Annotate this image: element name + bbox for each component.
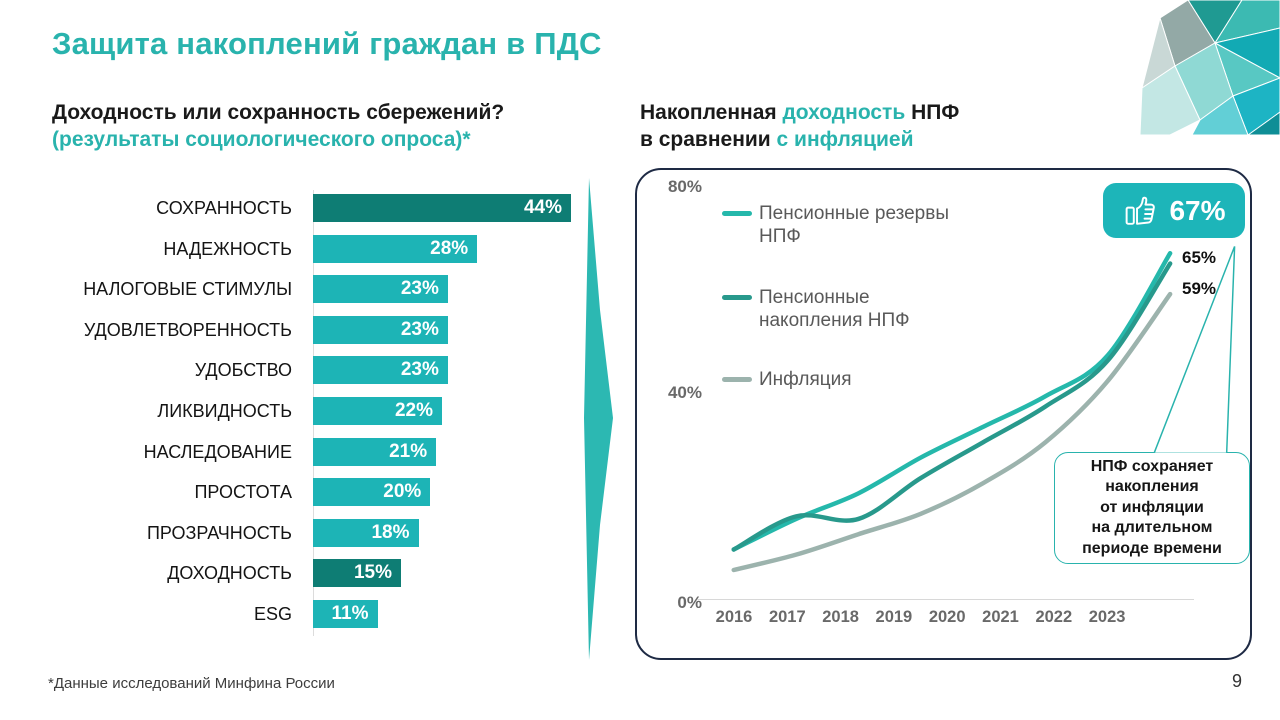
- line-chart-heading-line2: в сравнении с инфляцией: [640, 126, 959, 153]
- legend-item: Пенсионные резервы НПФ: [722, 202, 954, 248]
- line-chart-heading-line1: Накопленная доходность НПФ: [640, 99, 959, 126]
- bar-category-label: НАЛОГОВЫЕ СТИМУЛЫ: [83, 279, 292, 300]
- survey-heading-line2: (результаты социологического опроса)*: [52, 128, 471, 151]
- bar: 22%: [313, 396, 442, 425]
- bar-value-label: 22%: [394, 399, 433, 421]
- bar-row: НАЛОГОВЫЕ СТИМУЛЫ 23%: [52, 275, 612, 304]
- callout-line: периоде времени: [1082, 539, 1222, 557]
- bar-category-label: ПРОЗРАЧНОСТЬ: [146, 522, 292, 543]
- bar-category-label: СОХРАННОСТЬ: [156, 198, 292, 218]
- bar-row: ПРОСТОТА 20%: [52, 478, 612, 507]
- bar-value-label: 23%: [400, 278, 439, 300]
- bar-row: ДОХОДНОСТЬ 15%: [52, 559, 612, 588]
- line-chart-panel: 67% НПФ сохраняет накопления от инфляции на…: [635, 168, 1252, 660]
- bar: 18%: [313, 518, 419, 547]
- bar-row: УДОБСТВО 23%: [52, 356, 612, 385]
- bar-row: ESG 11%: [52, 599, 612, 628]
- bar-category-label: УДОВЛЕТВОРЕННОСТЬ: [83, 319, 292, 340]
- bar-category-label: ПРОСТОТА: [194, 482, 292, 503]
- bar-value-label: 18%: [371, 521, 410, 543]
- bar-row: УДОВЛЕТВОРЕННОСТЬ 23%: [52, 315, 612, 344]
- bar-category-label: ESG: [253, 603, 292, 624]
- bar-row: НАСЛЕДОВАНИЕ 21%: [52, 437, 612, 466]
- x-axis-label: 2023: [1088, 608, 1126, 626]
- bar: 23%: [313, 356, 448, 385]
- callout-line: на длительном: [1091, 519, 1213, 537]
- bar-value-label: 23%: [400, 359, 439, 381]
- survey-heading: Доходность или сохранность сбережений? (…: [52, 99, 504, 153]
- bar-row: ЛИКВИДНОСТЬ 22%: [52, 396, 612, 425]
- callout-line: от инфляции: [1100, 498, 1204, 516]
- callout-bubble: НПФ сохраняет накопления от инфляции на дли…: [1054, 452, 1250, 564]
- footnote: *Данные исследований Минфина России: [48, 675, 335, 692]
- bar-row: СОХРАННОСТЬ 44%: [52, 194, 612, 222]
- bar-value-label: 21%: [389, 440, 428, 462]
- bar-category-label: УДОБСТВО: [194, 360, 292, 381]
- legend-item: Пенсионные накопления НПФ: [722, 286, 954, 332]
- x-axis-label: 2021: [982, 608, 1019, 626]
- y-axis-label: 40%: [667, 383, 702, 402]
- survey-bar-chart: СОХРАННОСТЬ 44% НАДЕЖНОСТЬ 28% НАЛОГОВЫЕ СТИ…: [52, 194, 612, 641]
- callout-line: накопления: [1105, 478, 1199, 496]
- line-chart-heading: Накопленная доходность НПФ в сравнении с …: [640, 99, 959, 153]
- x-axis-label: 2022: [1035, 608, 1073, 626]
- bar-row: НАДЕЖНОСТЬ 28%: [52, 234, 612, 263]
- thumbs-up-icon: [1126, 196, 1156, 225]
- heading-text: Накопленная: [640, 101, 783, 124]
- legend-swatch: [722, 377, 752, 382]
- bar-value-label: 20%: [383, 481, 422, 503]
- axis-zero-line: [697, 599, 1194, 600]
- x-axis-label: 2018: [822, 608, 859, 626]
- bar-value-label: 44%: [523, 197, 562, 218]
- series-end-label: 59%: [1182, 279, 1217, 299]
- highlight-badge: 67%: [1103, 183, 1245, 238]
- bar: 20%: [313, 478, 431, 507]
- bar-value-label: 15%: [353, 562, 392, 584]
- heading-text: в сравнении: [640, 128, 777, 151]
- legend-item: Инфляция: [722, 368, 954, 391]
- callout-line: НПФ сохраняет: [1090, 457, 1214, 475]
- legend-label: Пенсионные накопления НПФ: [759, 287, 910, 332]
- y-axis-label: 0%: [677, 593, 702, 612]
- bar: 44%: [313, 194, 571, 222]
- bar-value-label: 28%: [430, 237, 469, 259]
- bar: 28%: [313, 234, 478, 263]
- x-axis-label: 2019: [875, 608, 913, 626]
- legend-label: Инфляция: [759, 369, 852, 390]
- legend-swatch: [722, 295, 752, 300]
- badge-value: 67%: [1169, 194, 1226, 226]
- bar: 11%: [313, 599, 378, 628]
- bar-category-label: НАСЛЕДОВАНИЕ: [143, 441, 292, 462]
- bar-value-label: 23%: [400, 318, 439, 340]
- line-series-3: [731, 291, 1173, 573]
- bar: 23%: [313, 275, 448, 304]
- bar: 21%: [313, 437, 437, 466]
- legend-swatch: [722, 211, 752, 216]
- bar-row: ПРОЗРАЧНОСТЬ 18%: [52, 518, 612, 547]
- line-chart-plot: [731, 250, 1173, 573]
- heading-text: с инфляцией: [776, 128, 914, 151]
- x-axis-label: 2017: [768, 608, 806, 626]
- y-axis-label: 80%: [667, 177, 702, 196]
- bar-value-label: 11%: [331, 602, 369, 624]
- bar-category-label: НАДЕЖНОСТЬ: [163, 238, 292, 259]
- bar-category-label: ДОХОДНОСТЬ: [167, 563, 292, 584]
- corner-mosaic-icon: [1139, 0, 1280, 135]
- bar: 15%: [313, 559, 401, 588]
- x-axis-label: 2016: [715, 608, 753, 626]
- line-series-2: [731, 261, 1173, 552]
- page-title: Защита накоплений граждан в ПДС: [52, 26, 602, 61]
- x-axis-label: 2020: [928, 608, 966, 626]
- survey-heading-line1: Доходность или сохранность сбережений?: [52, 101, 505, 124]
- bar: 23%: [313, 315, 448, 344]
- legend-label: Пенсионные резервы НПФ: [759, 203, 949, 248]
- series-end-label: 65%: [1182, 248, 1217, 268]
- heading-text: доходность: [782, 101, 906, 124]
- page-number: 9: [1231, 671, 1242, 691]
- bar-category-label: ЛИКВИДНОСТЬ: [157, 400, 292, 421]
- heading-text: НПФ: [905, 101, 960, 124]
